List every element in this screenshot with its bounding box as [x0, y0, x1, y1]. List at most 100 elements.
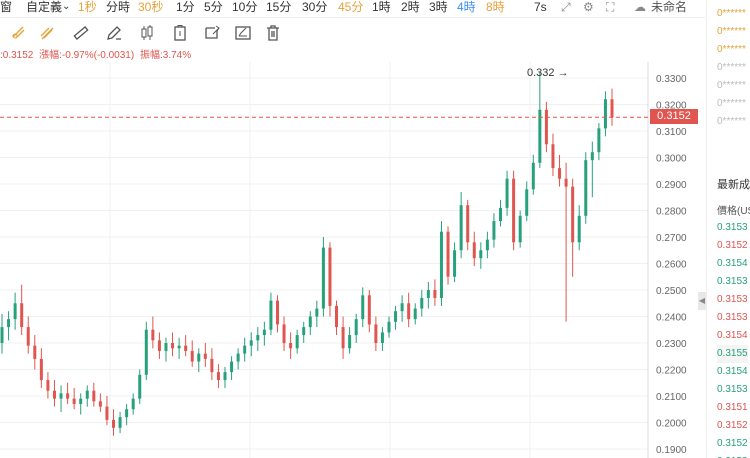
candle-body	[85, 390, 89, 399]
trade-row: 0.3153	[717, 312, 748, 323]
trade-row: 0.3154	[717, 366, 748, 377]
trades-title: 最新成	[717, 179, 750, 191]
layout-name[interactable]: 未命名	[651, 0, 688, 14]
candle-body	[420, 297, 424, 309]
edit-icon[interactable]	[234, 24, 252, 42]
orderbook-row[interactable]: 0******	[717, 62, 746, 73]
timeframe-2[interactable]: 1秒	[78, 0, 97, 14]
candle-body	[380, 332, 384, 343]
candle-body	[498, 207, 502, 222]
timeframe-8[interactable]: 15分	[266, 0, 292, 14]
orderbook-row[interactable]: 0******	[717, 80, 746, 91]
timeframe-10[interactable]: 45分	[338, 0, 364, 14]
candle-body	[203, 353, 207, 359]
candle-body	[571, 186, 575, 243]
price-stats: :0.3152 漲幅:-0.97%(-0.0031) 振幅:3.74%	[0, 50, 194, 64]
candle-body	[558, 168, 562, 179]
timeframe-5[interactable]: 1分	[176, 0, 195, 14]
cloud-icon[interactable]: ☁	[634, 0, 646, 14]
settings-icon[interactable]: ⚙	[583, 0, 594, 14]
candle-style-icon[interactable]	[138, 24, 156, 42]
trade-row: 0.3155	[717, 345, 748, 363]
trade-row: 0.3153	[717, 222, 748, 233]
candle-body	[512, 178, 516, 243]
candle-body	[289, 343, 293, 349]
timeframe-4[interactable]: 30秒	[138, 0, 164, 14]
y-tick-label: 0.2200	[656, 366, 687, 377]
amplitude-stat: 振幅:3.74%	[139, 50, 192, 61]
candle-body	[151, 329, 155, 341]
clipboard-icon[interactable]	[171, 24, 189, 42]
y-tick-label: 0.2900	[656, 180, 687, 191]
drawing-toolbar	[0, 20, 705, 46]
candle-body	[171, 343, 175, 349]
timeframe-7[interactable]: 10分	[232, 0, 258, 14]
candlestick-chart[interactable]: 0.3300 0.3200 0.3100 0.3000 0.2900 0.2800 0.27…	[0, 62, 705, 458]
candle-body	[466, 205, 470, 243]
candle-body	[131, 398, 135, 410]
trade-row: 0.3152	[717, 420, 748, 431]
candle-body	[79, 398, 83, 404]
candle-body	[387, 321, 391, 333]
timeframe-16[interactable]: 7s	[534, 0, 547, 14]
expand-icon[interactable]: ⤢	[561, 0, 571, 14]
change-stat: 漲幅:-0.97%(-0.0031)	[39, 50, 135, 61]
timeframe-6[interactable]: 5分	[204, 0, 223, 14]
timeframe-9[interactable]: 30分	[302, 0, 328, 14]
candle-body	[433, 290, 437, 298]
candle-body	[335, 305, 339, 328]
candle-body	[157, 340, 161, 351]
orderbook-row[interactable]: 0******	[717, 26, 746, 37]
trades-header: 價格(US	[717, 206, 750, 217]
fullscreen-icon[interactable]: ⛶	[606, 0, 615, 14]
trade-row: 0.3152	[717, 438, 748, 449]
timeframe-11[interactable]: 1時	[372, 0, 391, 14]
magnet-icon[interactable]	[10, 24, 28, 42]
candle-body	[52, 390, 56, 399]
timeframe-toolbar: 窗自定義 1秒 分時 30秒 1分 5分 10分 15分 30分 45分 1時 2時 3時 4時 8時 7s ⌄…	[0, 0, 705, 18]
ruler-icon[interactable]	[72, 24, 90, 42]
candle-body	[341, 327, 345, 349]
candle-body	[59, 393, 63, 399]
trade-row: 0.3151	[717, 402, 748, 413]
panel-collapse-handle[interactable]: ◀	[698, 292, 706, 310]
y-tick-label: 0.3200	[656, 101, 687, 112]
pencil-icon[interactable]	[105, 24, 123, 42]
timeframe-12[interactable]: 2時	[401, 0, 420, 14]
candle-body	[577, 215, 581, 243]
candle-body	[275, 300, 279, 325]
timeframe-14[interactable]: 4時	[457, 0, 476, 14]
candle-body	[249, 340, 253, 346]
current-price-tag: 0.3152	[650, 109, 698, 125]
candle-body	[453, 250, 457, 277]
custom-dropdown-icon[interactable]: ⌄	[62, 1, 71, 12]
trade-row: 0.3154	[717, 330, 748, 341]
candle-body	[236, 353, 240, 362]
candle-body	[282, 324, 286, 343]
candle-body	[302, 327, 306, 336]
orderbook-row[interactable]: 0******	[717, 8, 746, 19]
y-tick-label: 0.2500	[656, 286, 687, 297]
orderbook-row[interactable]: 0******	[717, 98, 746, 109]
candle-body	[518, 215, 522, 243]
timeframe-0[interactable]: 窗	[0, 0, 13, 14]
candle-body	[564, 178, 568, 187]
orderbook-row[interactable]: 0******	[717, 116, 746, 127]
candle-body	[485, 239, 489, 251]
trash-icon[interactable]	[264, 24, 282, 42]
candle-body	[544, 109, 548, 145]
timeframe-13[interactable]: 3時	[429, 0, 448, 14]
timeframe-1[interactable]: 自定義	[26, 0, 63, 14]
candle-body	[46, 380, 50, 391]
magnet-strong-icon[interactable]	[38, 24, 56, 42]
y-tick-label: 0.2300	[656, 339, 687, 350]
y-tick-label: 0.3000	[656, 154, 687, 165]
y-tick-label: 0.2000	[656, 419, 687, 430]
timeframe-3[interactable]: 分時	[106, 0, 131, 14]
candle-body	[472, 242, 476, 259]
candle-body	[230, 361, 234, 373]
timeframe-15[interactable]: 8時	[486, 0, 505, 14]
screenshot-icon[interactable]	[203, 24, 221, 42]
candle-body	[407, 303, 411, 320]
orderbook-row[interactable]: 0******	[717, 44, 746, 55]
